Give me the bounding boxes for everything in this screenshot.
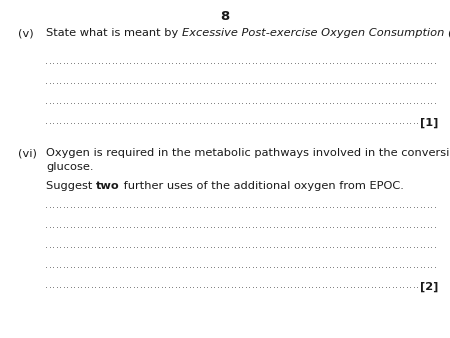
Text: [1]: [1] [419,118,438,128]
Text: two: two [96,181,120,191]
Text: further uses of the additional oxygen from EPOC.: further uses of the additional oxygen fr… [120,181,404,191]
Text: glucose.: glucose. [46,162,94,172]
Text: [2]: [2] [419,282,438,292]
Text: State what is meant by: State what is meant by [46,28,182,38]
Text: Excessive Post-exercise Oxygen Consumption (EPOC).: Excessive Post-exercise Oxygen Consumpti… [182,28,450,38]
Text: Suggest: Suggest [46,181,96,191]
Text: (vi): (vi) [18,148,37,158]
Text: (v): (v) [18,28,34,38]
Text: 8: 8 [220,10,230,23]
Text: Oxygen is required in the metabolic pathways involved in the conversion of lacta: Oxygen is required in the metabolic path… [46,148,450,158]
